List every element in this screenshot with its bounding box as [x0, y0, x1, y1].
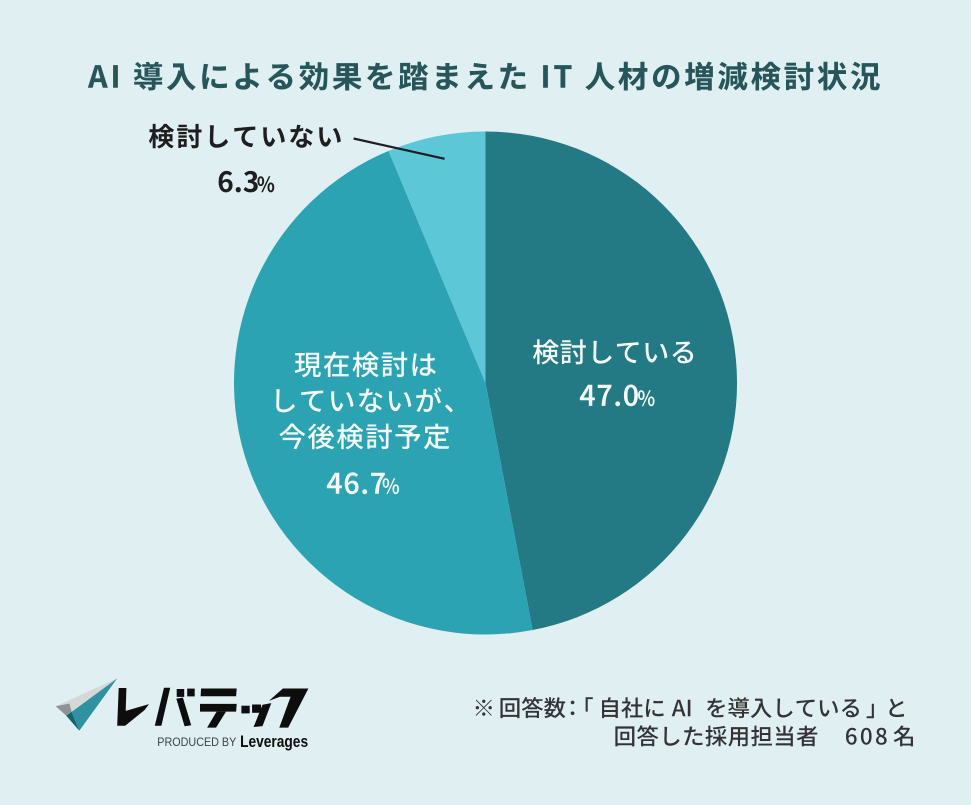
svg-text:Leverages: Leverages — [240, 733, 308, 751]
svg-text:PRODUCED BY: PRODUCED BY — [157, 735, 236, 749]
